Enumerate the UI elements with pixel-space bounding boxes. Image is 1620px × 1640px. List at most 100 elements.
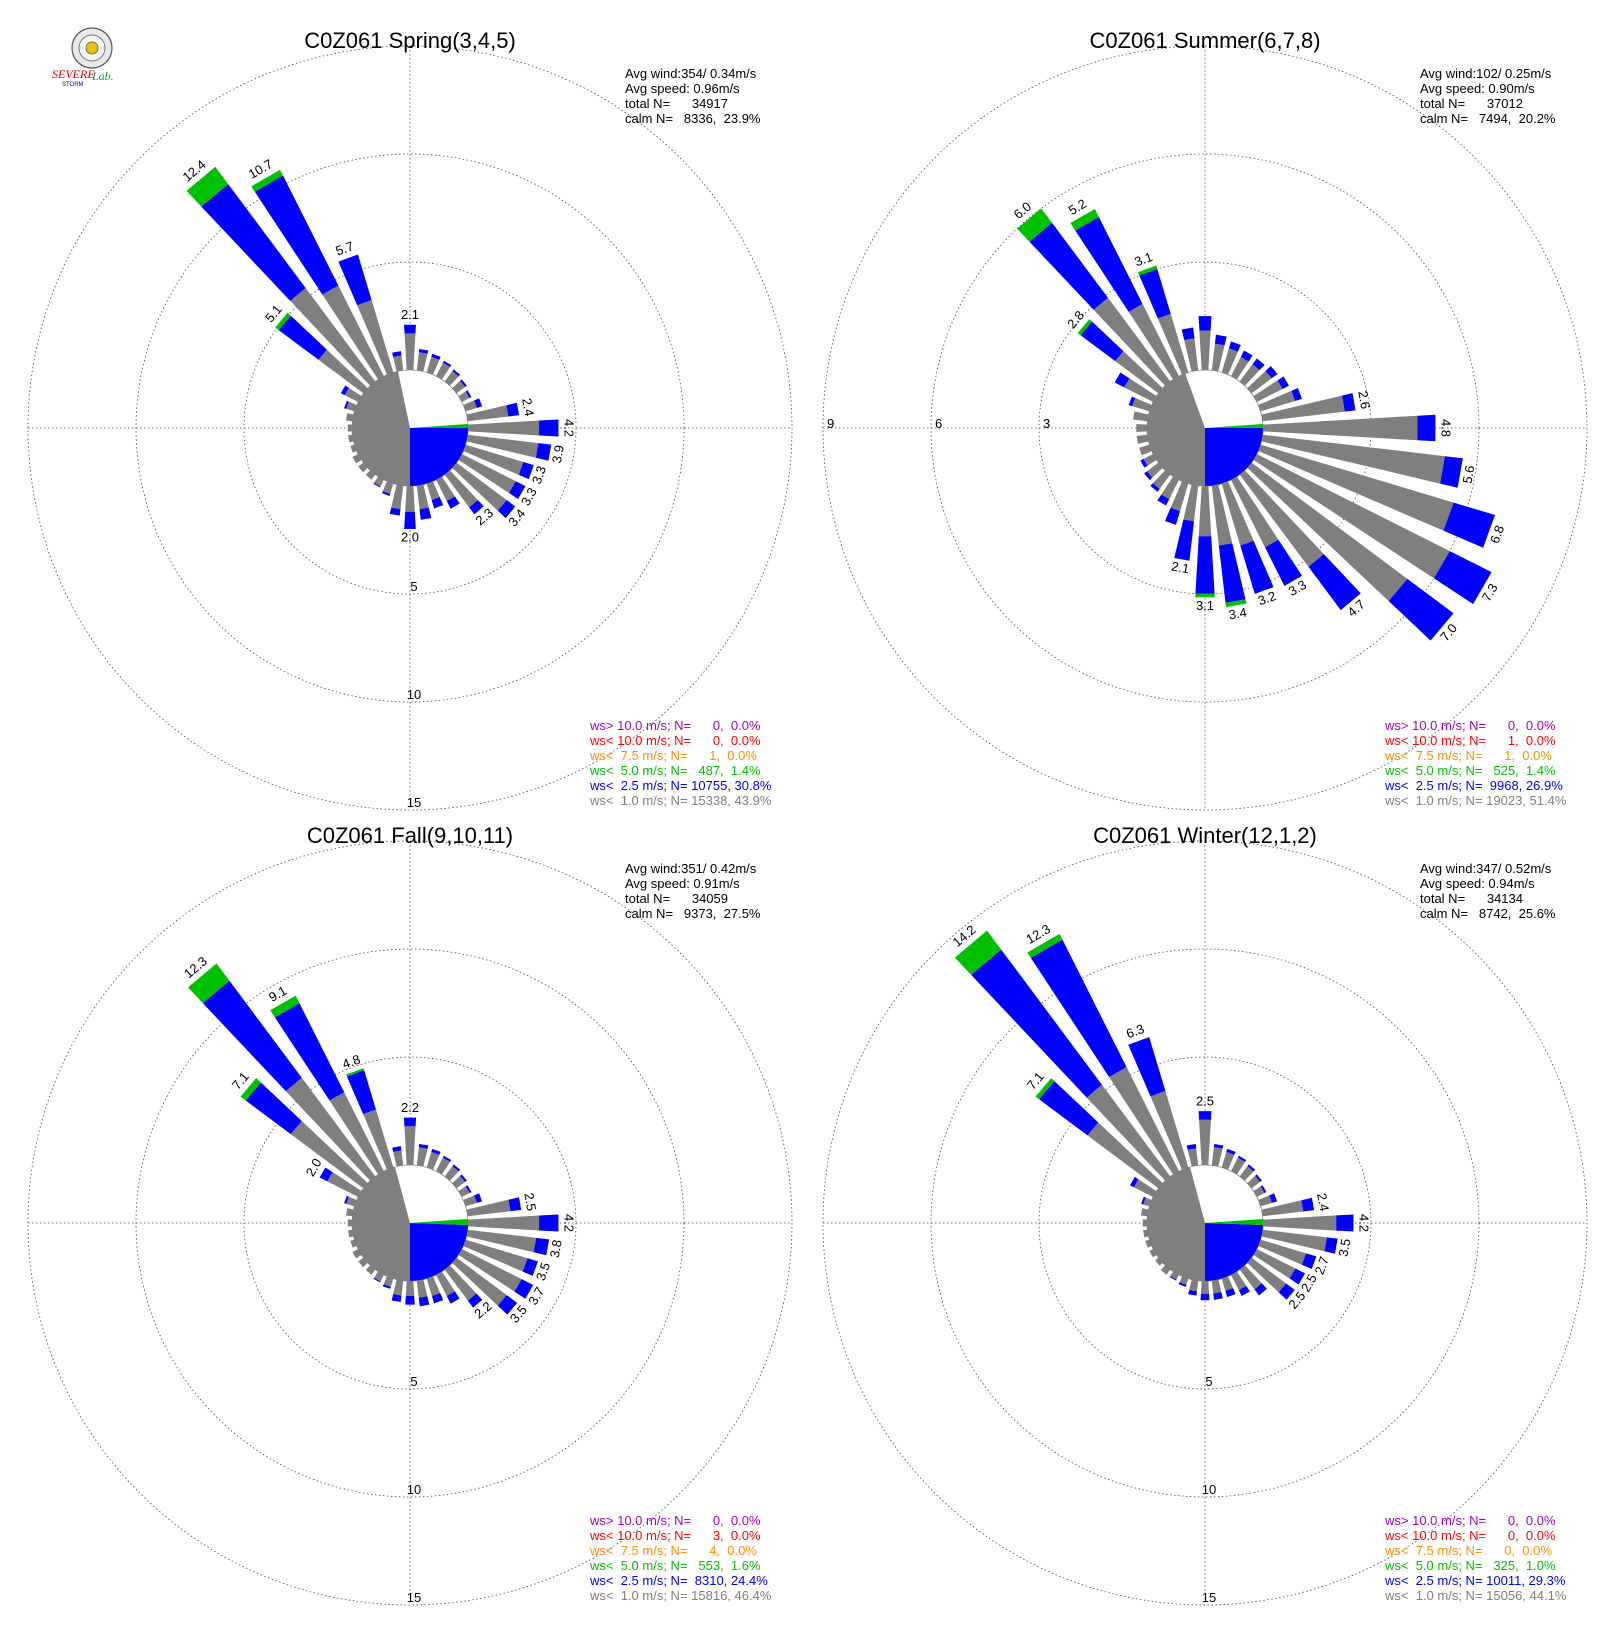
panel-title: C0Z061 Winter(12,1,2) [1093, 823, 1317, 848]
bar-segment-blue [1128, 1037, 1166, 1097]
direction-bar [1128, 396, 1152, 412]
bar-segment-gray [466, 434, 539, 458]
stats-line: Avg speed: 0.91m/s [625, 876, 740, 891]
direction-bar [1077, 319, 1163, 394]
bar-segment-blue [1198, 316, 1212, 331]
bar-segment-gray [393, 1150, 404, 1167]
bar-segment-gray [1160, 1265, 1171, 1275]
bar-segment-blue [1039, 1081, 1099, 1136]
direction-bar [426, 353, 441, 375]
bar-segment-blue [1440, 456, 1463, 488]
bar-segment-gray [1199, 1119, 1211, 1166]
stats-line: calm N= 8742, 25.6% [1420, 906, 1556, 921]
bar-segment-gray [426, 356, 440, 375]
bar-segment-gray [1145, 1239, 1152, 1248]
bar-segment-gray [1231, 1271, 1247, 1291]
bar-segment-blue [1324, 1237, 1338, 1254]
logo-text-c: Lab. [91, 69, 114, 83]
stats-line: Avg speed: 0.94m/s [1420, 876, 1535, 891]
direction-bar [1155, 1257, 1163, 1266]
bar-segment-gray [290, 287, 376, 386]
stats-line: total N= 34917 [625, 96, 728, 111]
calm-sector-gray [1146, 373, 1205, 486]
bar-segment-gray [352, 1249, 362, 1259]
direction-bar [452, 1257, 518, 1315]
bar-segment-blue [1213, 1292, 1223, 1300]
bar-segment-blue [1181, 327, 1195, 341]
direction-bar [1231, 1155, 1247, 1175]
bar-value-label: 4.2 [561, 1214, 576, 1232]
stats-line: total N= 34059 [625, 891, 728, 906]
bar-segment-blue [971, 949, 1102, 1098]
bar-value-label: 2.5 [1196, 1093, 1214, 1108]
bar-segment-gray [1152, 470, 1171, 489]
bar-segment-blue [518, 462, 534, 480]
bar-segment-gray [345, 1208, 354, 1217]
direction-bar [358, 462, 368, 473]
direction-bar [1142, 1219, 1148, 1227]
legend-entry: ws< 10.0 m/s; N= 1, 0.0% [1384, 733, 1556, 748]
direction-bar [344, 400, 357, 412]
bar-segment-green [1017, 208, 1053, 242]
bar-segment-blue [1265, 366, 1278, 379]
bar-segment-green [954, 930, 1002, 975]
bar-segment-blue [344, 1195, 349, 1204]
bar-segment-gray [393, 1279, 404, 1296]
bar-segment-blue [1260, 1185, 1267, 1194]
bar-segment-blue [460, 379, 467, 387]
stats-line: Avg wind:354/ 0.34m/s [625, 66, 757, 81]
bar-segment-gray [393, 355, 404, 372]
bar-segment-blue [1301, 1253, 1317, 1270]
legend-entry: ws< 10.0 m/s; N= 0, 0.0% [1384, 1528, 1556, 1543]
bar-segment-gray [1211, 343, 1225, 372]
bar-segment-blue [1278, 1283, 1295, 1300]
direction-bar [1035, 1078, 1163, 1189]
bar-segment-blue [1336, 1214, 1354, 1232]
bar-segment-blue [1277, 376, 1289, 389]
direction-bar [404, 324, 416, 371]
bar-segment-blue [245, 1082, 302, 1135]
bar-segment-green [240, 1078, 261, 1101]
direction-bar [344, 1195, 357, 1207]
direction-bar [436, 1271, 460, 1304]
direction-bar [1130, 1176, 1157, 1197]
direction-bar [1145, 1239, 1152, 1248]
bar-segment-gray [352, 454, 362, 464]
direction-bar [1211, 484, 1247, 608]
bar-segment-gray [350, 1239, 357, 1248]
ring-label: 5 [1205, 1374, 1212, 1389]
bar-segment-blue [1075, 216, 1143, 312]
bar-segment-blue [539, 419, 559, 437]
direction-bar [352, 454, 362, 464]
bar-segment-gray [1170, 1271, 1179, 1280]
legend-entry: ws> 10.0 m/s; N= 0, 0.0% [1384, 718, 1556, 733]
legend-entry: ws< 5.0 m/s; N= 525, 1.4% [1384, 763, 1556, 778]
direction-bar [466, 1197, 522, 1217]
bar-segment-blue [1265, 539, 1303, 586]
bar-segment-green [275, 312, 291, 331]
bar-segment-gray [327, 1172, 362, 1197]
bar-value-label: 2.4 [1314, 1192, 1332, 1212]
bar-segment-blue [1200, 1293, 1210, 1301]
direction-bar [1258, 387, 1302, 412]
direction-bar [338, 254, 394, 375]
bar-segment-blue [382, 1284, 391, 1289]
bar-segment-blue [465, 1185, 472, 1194]
direction-bar [1253, 1249, 1306, 1285]
legend-entry: ws< 10.0 m/s; N= 3, 0.0% [589, 1528, 761, 1543]
bar-segment-gray [1155, 1257, 1163, 1266]
ring-label: 5 [410, 1374, 417, 1389]
direction-bar [1137, 265, 1189, 375]
direction-bar [1239, 1265, 1267, 1296]
direction-bar [1133, 411, 1149, 422]
direction-bar [463, 1239, 538, 1276]
bar-segment-gray [318, 349, 368, 394]
bar-segment-gray [404, 1126, 416, 1166]
bar-segment-blue [1140, 458, 1148, 468]
direction-bar [1221, 1148, 1236, 1170]
bar-segment-blue [319, 1167, 333, 1182]
bar-segment-blue [497, 500, 516, 519]
bar-segment-gray [436, 1271, 455, 1297]
direction-bar [466, 434, 552, 461]
